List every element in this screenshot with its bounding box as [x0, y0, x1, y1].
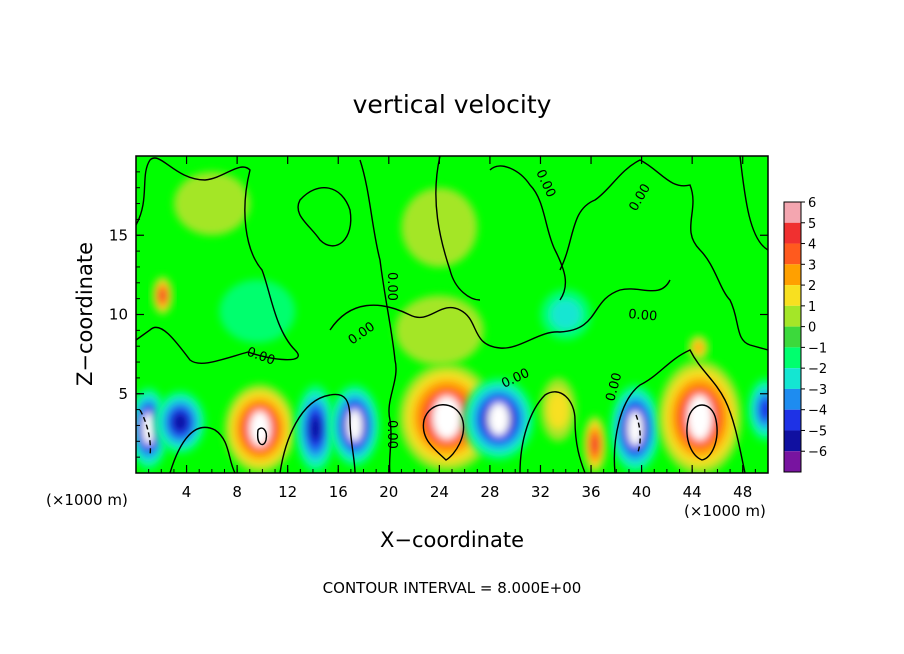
x-tick-label: 12: [278, 483, 297, 501]
contour-label: 0.00: [628, 307, 658, 324]
colorbar-label: 6: [808, 196, 816, 211]
contour-label: 0.00: [384, 272, 399, 301]
colorbar-swatch: [784, 347, 801, 369]
colorbar-label: −3: [808, 383, 827, 398]
colorbar-label: −5: [808, 424, 827, 439]
downdraft-cell: [610, 384, 661, 473]
y-tick-label: 10: [109, 306, 128, 324]
colorbar-swatch: [784, 451, 801, 472]
colorbar-swatch: [784, 243, 801, 265]
colorbar: 6 5 4 3 2 1 0 −1 −2 −3 −4 −5 −6: [783, 196, 827, 473]
x-tick-label: 4: [182, 483, 192, 501]
x-tick-label: 44: [683, 483, 702, 501]
updraft-cell: [540, 377, 576, 442]
plot-area: 0.00 0.00 0.00 0.00 0.00 0.00 0.00 0.00 …: [109, 155, 769, 501]
updraft-cell: [152, 276, 173, 315]
colorbar-label: −1: [808, 341, 827, 356]
x-tick-label: 16: [329, 483, 348, 501]
contour-interval-note: CONTOUR INTERVAL = 8.000E+00: [323, 579, 582, 597]
updraft-cell: [688, 335, 709, 361]
zero-contour-line: [489, 165, 567, 301]
colorbar-label: 0: [808, 321, 816, 336]
zero-contour-line: [329, 279, 671, 349]
x-tick-label: 32: [531, 483, 550, 501]
zero-contour-lines: [136, 156, 768, 473]
zero-contour-line: [256, 427, 268, 446]
zero-contour-line: [739, 156, 768, 251]
colorbar-swatch: [784, 305, 801, 327]
zero-contour-line: [169, 426, 236, 473]
x-tick-label: 8: [232, 483, 242, 501]
zero-contour-line: [613, 349, 746, 473]
updraft-cell: [583, 415, 607, 473]
x-tick-label: 36: [581, 483, 600, 501]
colorbar-swatch: [784, 409, 801, 431]
zero-contour-line: [635, 414, 641, 453]
colorbar-label: −2: [808, 362, 827, 377]
colorbar-swatch: [784, 264, 801, 286]
zero-contour-line: [136, 157, 299, 364]
y-tick-label: 5: [118, 385, 128, 403]
colorbar-label: −4: [808, 404, 827, 419]
x-tick-label: 20: [379, 483, 398, 501]
colorbar-label: 1: [808, 300, 816, 315]
zero-contour-line: [279, 393, 356, 473]
x-tick-label: 28: [480, 483, 499, 501]
velocity-cells: [136, 171, 768, 473]
colorbar-swatch: [784, 202, 801, 223]
downdraft-cell: [154, 390, 206, 454]
zero-contour-line: [686, 404, 718, 461]
z-unit-label: (×1000 m): [684, 502, 766, 520]
colorbar-swatch: [784, 285, 801, 306]
colorbar-label: 5: [808, 217, 816, 232]
colorbar-label: −6: [808, 445, 827, 460]
updraft-cell: [395, 295, 484, 366]
x-axis-label: X−coordinate: [380, 528, 524, 552]
zero-contour-line: [435, 156, 481, 301]
zero-contour-line: [139, 409, 152, 456]
contour-label: 0.00: [384, 420, 399, 449]
x-axis: 4 8 12 16 20 24 28 32 36 40 44 48: [135, 156, 769, 501]
zero-contour-line: [519, 391, 586, 473]
updraft-cell: [173, 171, 250, 236]
downdraft-cell: [219, 279, 296, 344]
colorbar-swatch: [784, 222, 801, 244]
chart-title: vertical velocity: [353, 90, 552, 119]
y-axis: 5 10 15: [109, 155, 768, 474]
y-axis-label: Z−coordinate: [73, 242, 97, 386]
x-tick-label: 24: [430, 483, 449, 501]
downdraft-cell: [295, 384, 336, 473]
colorbar-label: 4: [808, 238, 816, 253]
downdraft-cell: [463, 377, 535, 461]
colorbar-swatch: [784, 326, 801, 348]
zero-contour-line: [297, 187, 352, 247]
zero-contour-line: [559, 159, 768, 351]
x-tick-label: 40: [632, 483, 651, 501]
downdraft-cell: [747, 377, 768, 442]
zero-contour-line: [359, 159, 397, 473]
colorbar-frame: [783, 201, 802, 473]
colorbar-swatch: [784, 430, 801, 452]
colorbar-swatch: [784, 368, 801, 389]
x-unit-label: (×1000 m): [46, 491, 128, 509]
x-tick-label: 48: [733, 483, 752, 501]
downdraft-cell: [329, 384, 380, 467]
contour-label: 0.00: [603, 371, 625, 403]
updraft-cell: [658, 360, 742, 473]
zero-contour-line: [422, 404, 465, 461]
downdraft-cell: [540, 289, 592, 340]
y-tick-label: 15: [109, 226, 128, 244]
colorbar-label: 3: [808, 258, 816, 273]
colorbar-swatch: [784, 388, 801, 410]
colorbar-label: 2: [808, 279, 816, 294]
